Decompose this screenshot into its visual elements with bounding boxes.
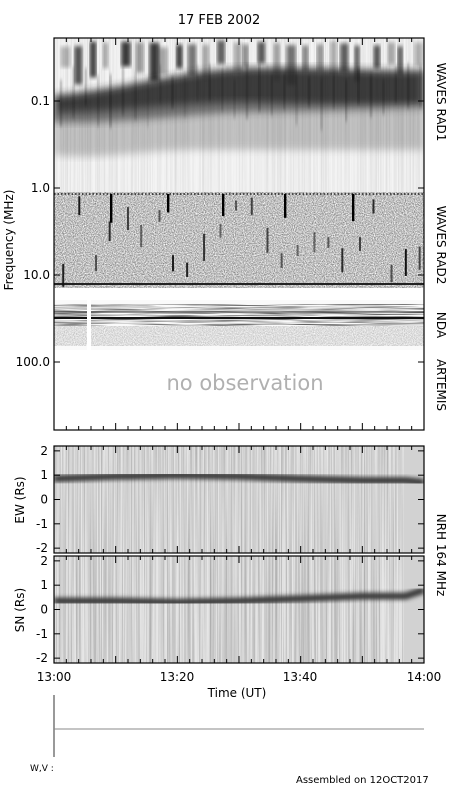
freq-tick-label: 10.0 [23, 268, 50, 282]
ew-y-ticks: 2 1 0 -1 -2 [36, 444, 425, 555]
y-tick-label: -2 [36, 651, 48, 665]
sn-y-ticks: 2 1 0 -1 -2 [36, 554, 424, 665]
time-tick-label: 13:20 [160, 670, 195, 684]
nrh-ew-panel: 2 1 0 -1 -2 EW (Rs) [13, 444, 425, 555]
freq-tick-label: 100.0 [16, 355, 50, 369]
spectrum-time-ticks [53, 38, 425, 430]
freq-tick-label: 0.1 [31, 94, 50, 108]
assembled-note: Assembled on 12OCT2017 [296, 775, 429, 786]
instrument-label-nda: NDA [434, 312, 448, 339]
y-tick-label: 1 [40, 578, 48, 592]
frequency-axis-label: Frequency (MHz) [2, 190, 16, 291]
instrument-label-rad2: WAVES RAD2 [434, 206, 448, 285]
waves-rad1-spectrum [54, 38, 424, 192]
y-tick-label: -1 [36, 517, 48, 531]
ew-source-track [54, 471, 424, 486]
y-tick-label: -2 [36, 541, 48, 555]
freq-tick-label: 1.0 [31, 181, 50, 195]
no-observation-label: no observation [166, 371, 323, 395]
frequency-axis: 0.1 1.0 10.0 100.0 Frequency (MHz) [2, 94, 424, 369]
instrument-labels: WAVES RAD1 WAVES RAD2 NDA ARTEMIS [434, 63, 448, 411]
time-tick-label: 13:40 [283, 670, 318, 684]
nrh-instrument-label: NRH 164 MHz [434, 514, 448, 597]
time-tick-label: 14:00 [407, 670, 442, 684]
dynamic-spectrum-panel: no observation 0.1 1.0 10.0 100.0 Freque… [2, 37, 448, 431]
y-tick-label: 1 [40, 468, 48, 482]
ew-axis-label: EW (Rs) [13, 476, 27, 523]
y-tick-label: 2 [40, 444, 48, 458]
nrh-sn-panel: 2 1 0 -1 -2 SN (Rs) [13, 554, 425, 665]
time-axis-label: Time (UT) [207, 686, 267, 700]
sn-source-track [54, 586, 424, 606]
y-tick-label: 2 [40, 554, 48, 568]
wv-panel: W,V : [30, 695, 424, 774]
y-tick-label: -1 [36, 627, 48, 641]
time-axis-ticks [53, 556, 425, 663]
rad2-interference-marks [62, 194, 421, 287]
waves-rad2-spectrum [54, 192, 424, 288]
time-tick-label: 13:00 [37, 670, 72, 684]
nda-spectrum [54, 300, 424, 350]
instrument-label-rad1: WAVES RAD1 [434, 63, 448, 142]
y-tick-label: 0 [40, 603, 48, 617]
wv-label: W,V : [30, 764, 54, 774]
y-tick-label: 0 [40, 493, 48, 507]
plot-date-title: 17 FEB 2002 [178, 13, 261, 28]
sn-axis-label: SN (Rs) [13, 588, 27, 632]
instrument-label-artemis: ARTEMIS [434, 359, 448, 411]
